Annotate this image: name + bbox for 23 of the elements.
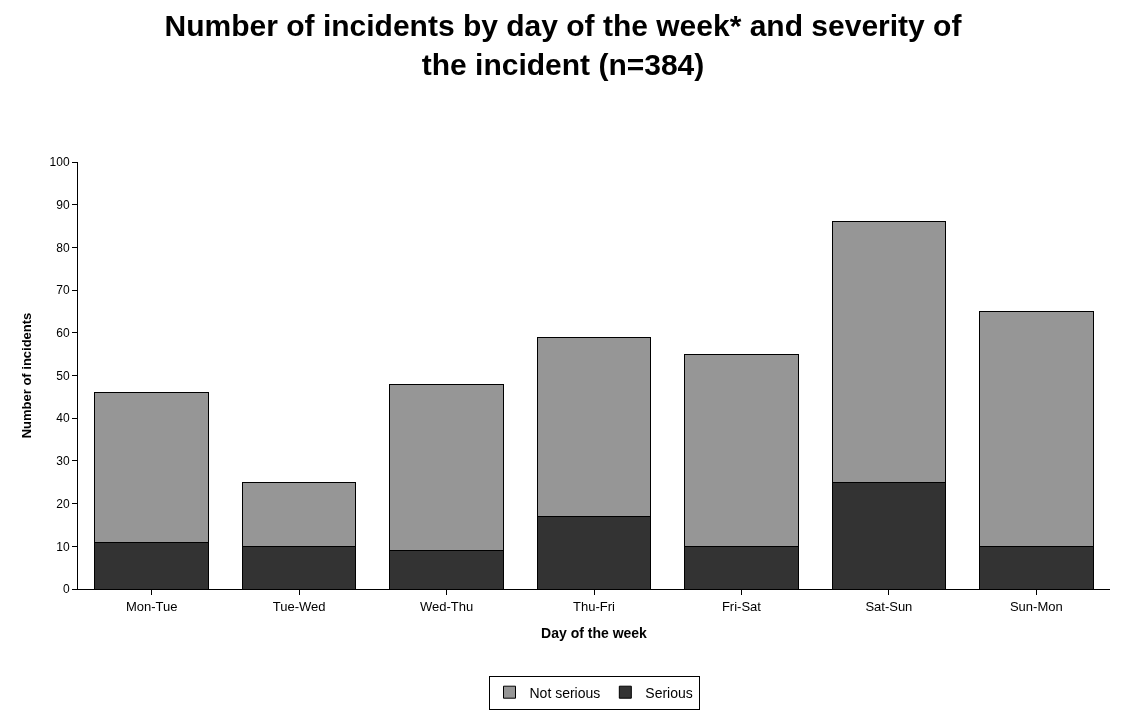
x-tick-label: Thu-Fri (573, 598, 616, 614)
legend-label: Not serious (529, 684, 601, 701)
chart-title: Number of incidents by day of the week* and severity of the incident (n=384) (164, 9, 963, 81)
y-tick-label: 70 (56, 283, 70, 298)
y-tick-label: 60 (56, 326, 70, 340)
y-tick-label: 80 (56, 240, 70, 255)
y-tick-label: 90 (56, 197, 70, 212)
x-tick-label: Sun-Mon (1009, 598, 1063, 614)
y-tick-label: 50 (56, 368, 70, 383)
x-tick-label: Tue-Wed (272, 598, 326, 614)
y-tick-label: 30 (56, 454, 70, 469)
x-axis-title: Day of the week (541, 624, 648, 641)
x-tick-label: Sat-Sun (865, 598, 913, 614)
y-tick-label: 40 (56, 411, 70, 426)
legend-label: Serious (645, 684, 693, 701)
y-tick-label: 10 (56, 539, 70, 554)
y-tick-label: 100 (49, 155, 70, 170)
y-tick-label: 20 (56, 496, 70, 511)
y-axis-title: Number of incidents (18, 312, 34, 439)
x-tick-label: Fri-Sat (721, 598, 762, 614)
y-tick-label: 0 (62, 582, 70, 597)
x-tick-label: Mon-Tue (125, 598, 178, 614)
x-tick-label: Wed-Thu (419, 598, 474, 614)
